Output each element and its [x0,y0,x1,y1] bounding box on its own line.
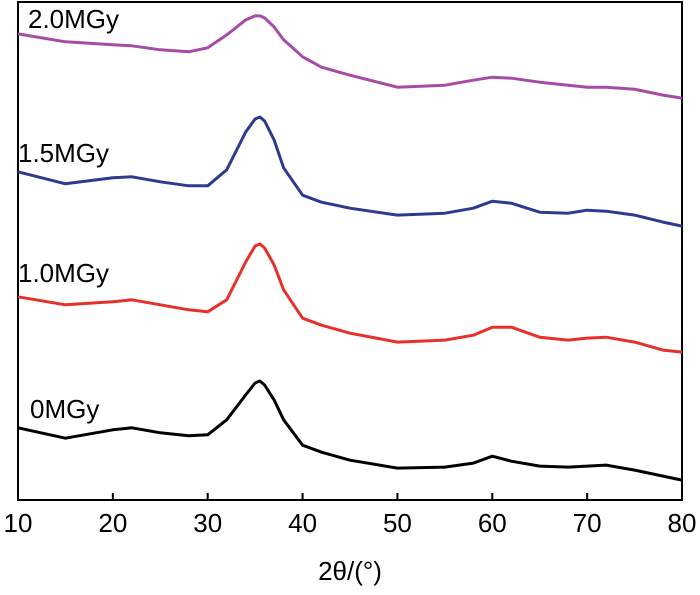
series-label: 1.5MGy [18,138,109,168]
x-tick-label: 30 [193,508,222,538]
series-label: 2.0MGy [28,4,119,34]
data-line [17,14,683,100]
x-tick-label: 50 [383,508,412,538]
plot-frame [17,1,683,501]
data-line [17,242,683,354]
x-axis-label: 2θ/(°) [318,556,382,586]
data-line [17,379,683,482]
x-tick-label: 60 [478,508,507,538]
x-tick-label: 10 [4,508,33,538]
x-tick-label: 40 [288,508,317,538]
x-tick-label: 70 [573,508,602,538]
series-label: 1.0MGy [18,258,109,288]
data-line [17,115,683,228]
series-label: 0MGy [30,394,99,424]
x-tick-label: 80 [668,508,697,538]
x-tick-label: 20 [98,508,127,538]
